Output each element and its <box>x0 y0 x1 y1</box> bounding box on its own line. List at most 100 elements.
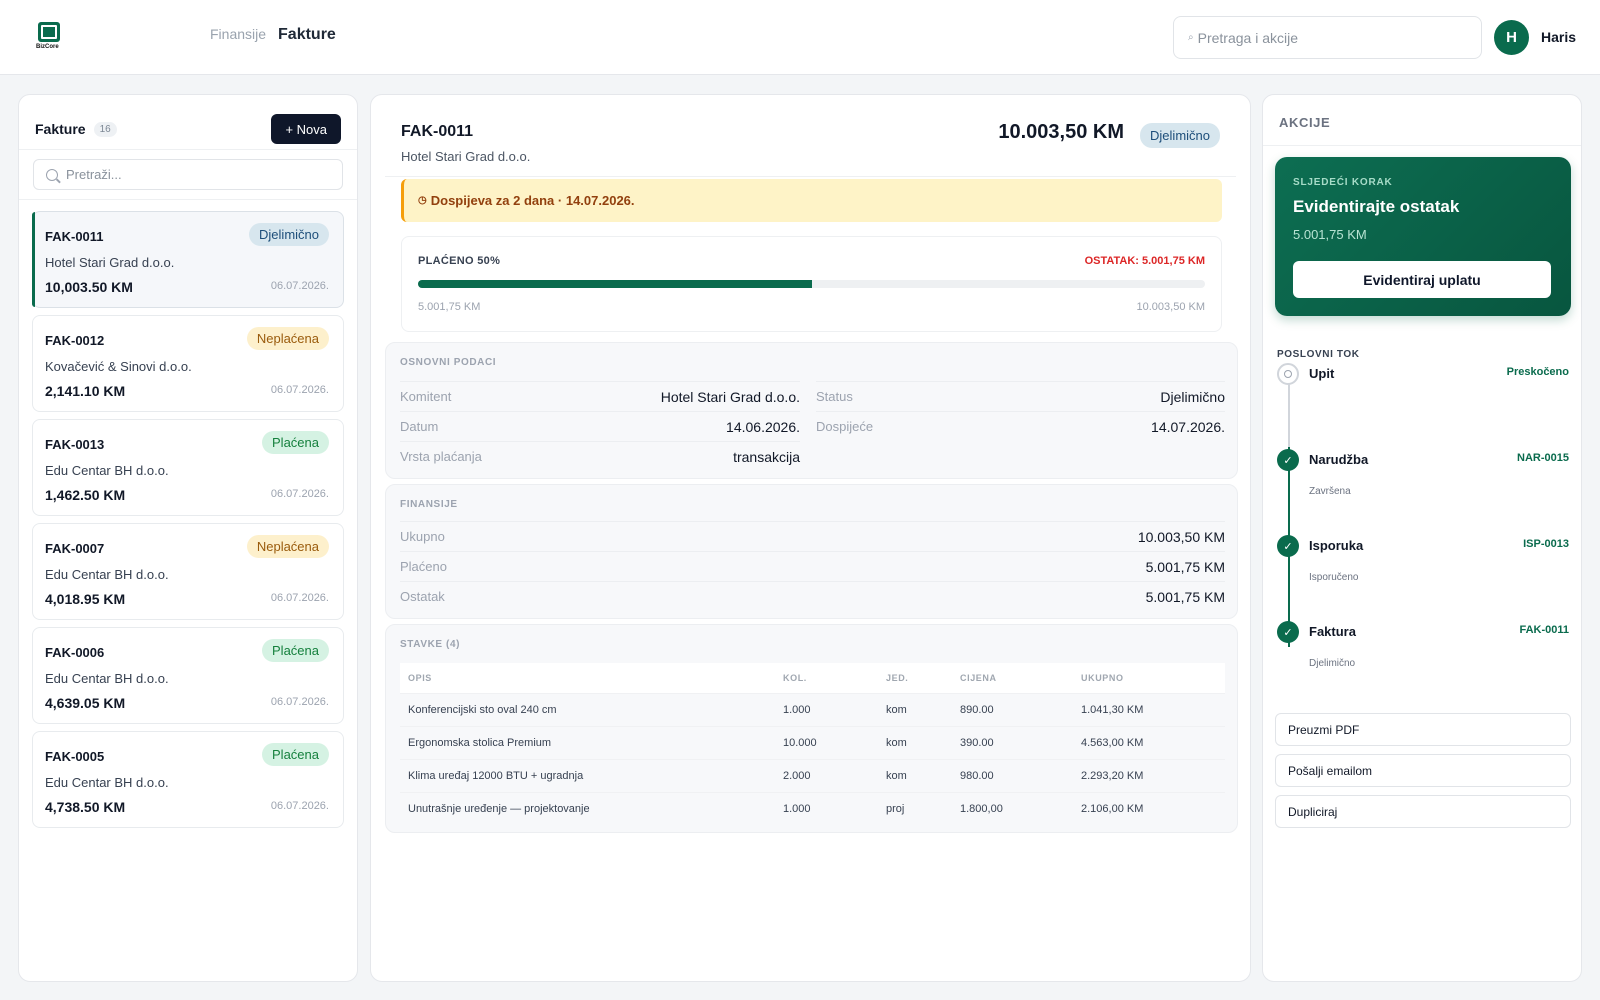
invoice-card-amount: 4,018.95 KM <box>45 591 126 607</box>
list-count-badge: 16 <box>93 121 117 137</box>
status-badge: Plaćena <box>262 639 329 662</box>
avatar[interactable]: H <box>1494 20 1529 55</box>
duplicate-button[interactable]: Dupliciraj <box>1275 795 1571 828</box>
info-row: Datum 14.06.2026. <box>400 411 800 441</box>
list-header: Fakture 16 + Nova <box>35 113 341 145</box>
app-logo[interactable]: BizCore <box>36 22 62 54</box>
payment-progress-card: PLAĆENO 50% OSTATAK: 5.001,75 KM 5.001,7… <box>401 236 1222 332</box>
table-header-row: OPIS KOL. JED. CIJENA UKUPNO <box>400 663 1225 693</box>
paid-amount: 5.001,75 KM <box>418 301 481 313</box>
info-value: 14.07.2026. <box>1151 418 1225 435</box>
invoice-card-amount: 1,462.50 KM <box>45 487 126 503</box>
section-title: FINANSIJE <box>400 499 458 510</box>
workflow-step-status: Djelimično <box>1309 658 1356 669</box>
global-search-input[interactable] <box>1197 29 1458 46</box>
invoice-client: Hotel Stari Grad d.o.o. <box>401 149 531 164</box>
table-cell: kom <box>878 758 952 792</box>
invoice-card-number: FAK-0013 <box>45 437 105 452</box>
status-badge: Djelimično <box>249 223 329 246</box>
table-cell: proj <box>878 791 952 825</box>
user-name[interactable]: Haris <box>1541 29 1577 45</box>
table-cell: kom <box>878 692 952 726</box>
section-title: STAVKE (4) <box>400 639 461 650</box>
actions-title: AKCIJE <box>1279 115 1331 130</box>
divider <box>385 176 1236 177</box>
invoice-list: FAK-0011 Djelimično Hotel Stari Grad d.o.o… <box>32 211 344 835</box>
invoice-detail-panel: FAK-0011 Hotel Stari Grad d.o.o. 10.003,… <box>370 94 1251 982</box>
list-title: Fakture <box>35 121 86 137</box>
next-step-amount: 5.001,75 KM <box>1293 227 1367 242</box>
section-title: OSNOVNI PODACI <box>400 357 497 368</box>
status-badge: Djelimično <box>1140 123 1220 148</box>
workflow-step-ref[interactable]: FAK-0011 <box>1519 624 1569 636</box>
record-payment-button[interactable]: Evidentiraj uplatu <box>1293 261 1551 298</box>
remaining-label: OSTATAK: 5.001,75 KM <box>1084 255 1205 267</box>
status-badge: Neplaćena <box>246 327 329 350</box>
info-key: Ukupno <box>400 529 445 544</box>
breadcrumb: Finansije Fakture <box>210 26 336 44</box>
invoice-card-number: FAK-0006 <box>45 645 105 660</box>
invoice-card[interactable]: FAK-0007 Neplaćena Edu Centar BH d.o.o. 4,0… <box>32 523 344 620</box>
workflow-step-ref[interactable]: Preskočeno <box>1506 366 1569 378</box>
invoice-card-client: Edu Centar BH d.o.o. <box>45 775 169 790</box>
table-row[interactable]: Konferencijski sto oval 240 cm 1.000 kom 89… <box>400 692 1225 726</box>
payment-progress-bar <box>418 280 1205 288</box>
status-badge: Neplaćena <box>246 535 329 558</box>
table-cell: 1.041,30 KM <box>1073 692 1225 726</box>
info-value: Djelimično <box>1160 388 1225 405</box>
table-row[interactable]: Unutrašnje uređenje — projektovanje 1.000… <box>400 791 1225 825</box>
info-value: 5.001,75 KM <box>1145 558 1225 575</box>
table-cell: 2.106,00 KM <box>1073 791 1225 825</box>
breadcrumb-parent[interactable]: Finansije <box>210 26 267 42</box>
divider <box>1263 145 1581 146</box>
workflow-step-name: Faktura <box>1309 624 1356 639</box>
list-search[interactable] <box>33 159 343 190</box>
invoice-card[interactable]: FAK-0006 Plaćena Edu Centar BH d.o.o. 4,639… <box>32 627 344 724</box>
info-key: Komitent <box>400 389 452 404</box>
table-cell: 390.00 <box>952 725 1073 759</box>
info-row: Dospijeće 14.07.2026. <box>816 411 1225 441</box>
column-header: KOL. <box>775 663 878 693</box>
workflow-line-skipped <box>1288 377 1290 447</box>
info-value: 5.001,75 KM <box>1145 588 1225 605</box>
invoice-card-number: FAK-0007 <box>45 541 105 556</box>
finance-section: FINANSIJE Ukupno 10.003,50 KM Plaćeno 5.001… <box>385 484 1238 619</box>
table-row[interactable]: Klima uređaj 12000 BTU + ugradnja 2.000 ko… <box>400 758 1225 792</box>
due-alert: ◷ Dospijeva za 2 dana · 14.07.2026. <box>401 179 1222 222</box>
workflow-step-ref[interactable]: NAR-0015 <box>1517 452 1569 464</box>
next-step-label: SLJEDEĆI KORAK <box>1293 177 1393 188</box>
info-row: Vrsta plaćanja transakcija <box>400 441 800 471</box>
workflow-step-name: Narudžba <box>1309 452 1369 467</box>
invoice-card[interactable]: FAK-0013 Plaćena Edu Centar BH d.o.o. 1,462… <box>32 419 344 516</box>
column-header: JED. <box>878 663 952 693</box>
info-row: Ostatak 5.001,75 KM <box>400 581 1225 611</box>
download-pdf-button[interactable]: Preuzmi PDF <box>1275 713 1571 746</box>
divider <box>19 199 357 200</box>
invoice-total: 10.003,50 KM <box>998 121 1124 143</box>
table-cell: 890.00 <box>952 692 1073 726</box>
invoice-card-date: 06.07.2026. <box>270 800 329 812</box>
workflow-step-ref[interactable]: ISP-0013 <box>1523 538 1569 550</box>
table-cell: 4.563,00 KM <box>1073 725 1225 759</box>
status-badge: Plaćena <box>262 431 329 454</box>
invoice-card[interactable]: FAK-0012 Neplaćena Kovačević & Sinovi d.o.… <box>32 315 344 412</box>
table-cell: kom <box>878 725 952 759</box>
info-value: 14.06.2026. <box>726 418 800 435</box>
info-value: transakcija <box>733 448 800 465</box>
send-email-button[interactable]: Pošalji emailom <box>1275 754 1571 787</box>
invoice-list-panel: Fakture 16 + Nova FAK-0011 Djelimično Hote… <box>18 94 358 982</box>
invoice-card[interactable]: FAK-0005 Plaćena Edu Centar BH d.o.o. 4,738… <box>32 731 344 828</box>
next-step-title: Evidentirajte ostatak <box>1293 197 1460 216</box>
invoice-card-client: Edu Centar BH d.o.o. <box>45 567 169 582</box>
table-cell: 1.800,00 <box>952 791 1073 825</box>
list-search-input[interactable] <box>66 167 326 182</box>
info-key: Datum <box>400 419 439 434</box>
global-search[interactable]: ⌕ <box>1173 16 1482 59</box>
workflow-line <box>1288 377 1290 647</box>
new-invoice-button[interactable]: + Nova <box>271 114 341 144</box>
items-section: STAVKE (4) OPIS KOL. JED. CIJENA UKUPNO Konf… <box>385 624 1238 833</box>
invoice-card[interactable]: FAK-0011 Djelimično Hotel Stari Grad d.o.o… <box>32 211 344 308</box>
info-row: Komitent Hotel Stari Grad d.o.o. <box>400 381 800 411</box>
column-header: CIJENA <box>952 663 1073 693</box>
table-row[interactable]: Ergonomska stolica Premium 10.000 kom 390.0… <box>400 725 1225 759</box>
